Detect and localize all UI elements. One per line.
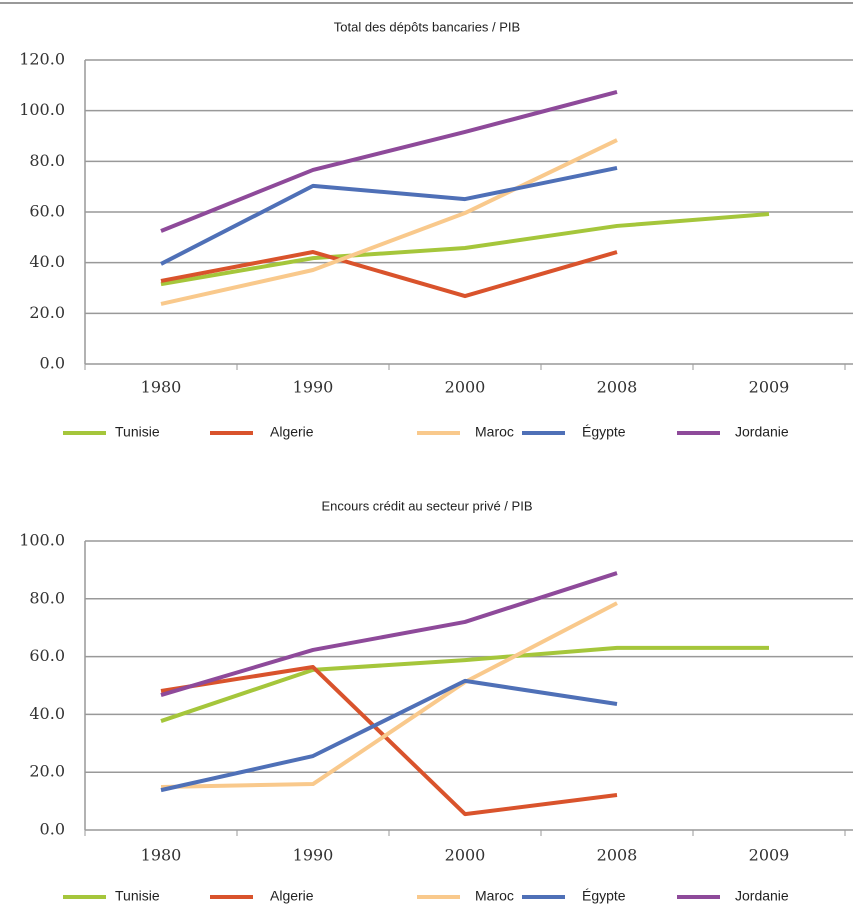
x-tick-label: 2009 (749, 846, 790, 865)
legend-label: Égypte (582, 888, 626, 904)
series-line (160, 138, 618, 306)
y-tick-label: 80.0 (29, 151, 65, 170)
y-tick-label: 40.0 (29, 704, 65, 723)
chart-title: Encours crédit au secteur privé / PIB (322, 498, 533, 513)
x-tick-label: 1990 (293, 378, 334, 397)
series-line (160, 165, 618, 266)
x-tick-label: 2009 (749, 378, 790, 397)
y-tick-label: 100.0 (19, 100, 65, 119)
y-tick-label: 0.0 (40, 354, 65, 373)
series-line (160, 645, 769, 723)
legend-label: Jordanie (735, 888, 789, 904)
y-tick-label: 60.0 (29, 646, 65, 665)
y-tick-label: 0.0 (40, 820, 65, 839)
x-tick-label: 1980 (141, 378, 182, 397)
series-line (160, 89, 618, 233)
series-line (160, 571, 618, 697)
legend-label: Jordanie (735, 424, 789, 440)
legend-label: Algerie (270, 424, 314, 440)
chart-title: Total des dépôts bancaries / PIB (334, 19, 520, 34)
x-tick-label: 2000 (445, 846, 486, 865)
legend-label: Algerie (270, 888, 314, 904)
y-tick-label: 20.0 (29, 303, 65, 322)
legend-label: Maroc (475, 424, 514, 440)
y-tick-label: 60.0 (29, 202, 65, 221)
y-tick-label: 80.0 (29, 588, 65, 607)
legend-label: Égypte (582, 424, 626, 440)
x-tick-label: 2000 (445, 378, 486, 397)
legend-label: Tunisie (115, 888, 160, 904)
y-tick-label: 40.0 (29, 252, 65, 271)
series-line (160, 212, 770, 287)
series-line (160, 665, 618, 817)
x-tick-label: 2008 (597, 378, 638, 397)
y-tick-label: 100.0 (19, 531, 65, 550)
x-tick-label: 2008 (597, 846, 638, 865)
x-tick-label: 1980 (141, 846, 182, 865)
legend-label: Maroc (475, 888, 514, 904)
y-tick-label: 120.0 (19, 50, 65, 69)
series-line (160, 678, 618, 793)
series-line (160, 250, 618, 299)
x-tick-label: 1990 (293, 846, 334, 865)
y-tick-label: 20.0 (29, 762, 65, 781)
legend-label: Tunisie (115, 424, 160, 440)
series-line (160, 601, 618, 789)
